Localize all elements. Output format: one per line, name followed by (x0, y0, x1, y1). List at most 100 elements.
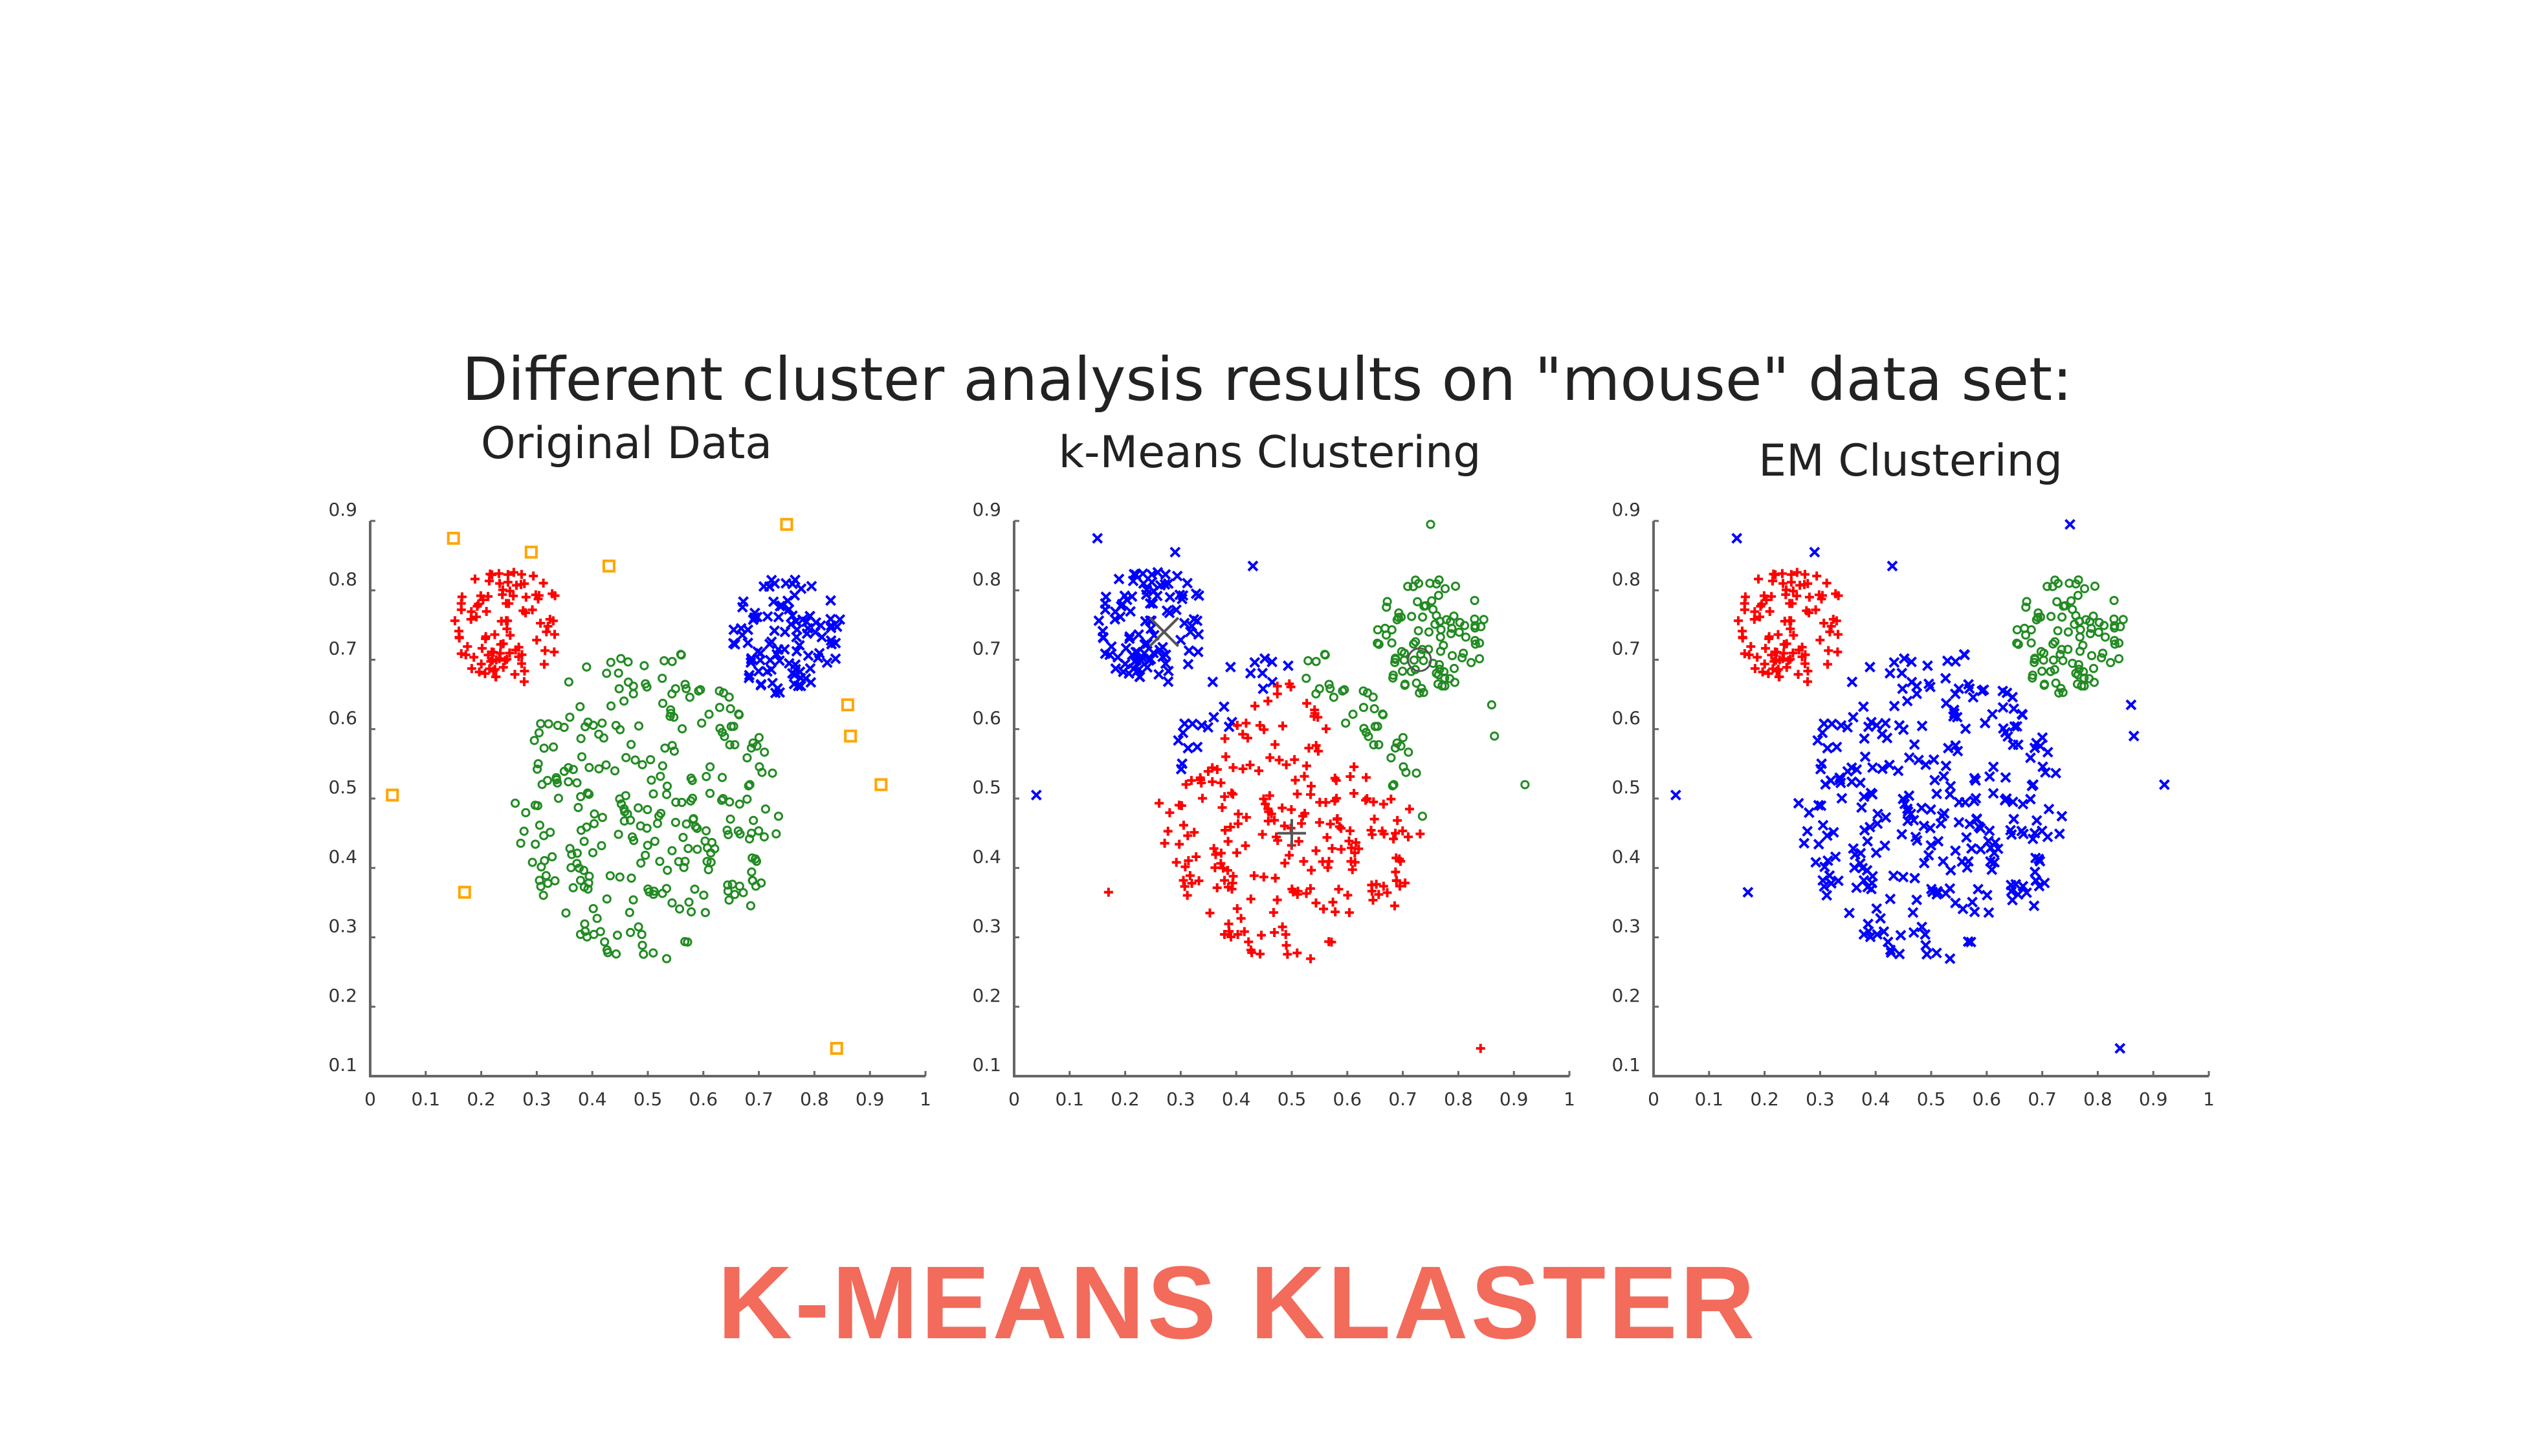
data-point (1391, 828, 1400, 838)
data-point (1960, 723, 1971, 734)
data-point (477, 643, 487, 653)
data-point (1281, 940, 1291, 950)
data-point (1925, 839, 1937, 851)
data-point (536, 881, 546, 891)
data-point (1439, 641, 1448, 650)
data-point (1740, 605, 1749, 615)
data-point (1803, 807, 1815, 819)
data-point (1343, 890, 1353, 900)
y-tick-label: 0.4 (328, 846, 357, 867)
data-point (1358, 686, 1368, 696)
data-point (659, 656, 669, 666)
data-point (566, 863, 576, 872)
data-point (769, 578, 780, 590)
data-point (636, 858, 646, 868)
data-point (536, 719, 546, 729)
data-point (524, 546, 538, 559)
data-point (810, 626, 821, 638)
data-point (1887, 560, 1898, 572)
data-point (531, 590, 540, 600)
y-tick-label: 0.3 (1611, 916, 1641, 937)
data-point (1449, 663, 1459, 674)
y-tick-label: 0.9 (328, 499, 357, 520)
data-point (1894, 948, 1905, 960)
data-point (1857, 701, 1869, 712)
data-point (503, 569, 513, 579)
data-point (533, 800, 542, 811)
data-point (1898, 793, 1909, 805)
data-point (1226, 822, 1235, 832)
data-point (597, 841, 606, 850)
data-point (470, 574, 480, 584)
data-point (1236, 914, 1246, 923)
x-tick-label: 0.4 (1222, 1088, 1251, 1110)
data-point (1224, 661, 1236, 673)
data-point (1403, 582, 1413, 591)
data-point (1746, 642, 1756, 652)
data-point (1239, 927, 1249, 936)
data-point (1490, 731, 1500, 741)
data-point (1281, 930, 1290, 940)
data-point (2066, 596, 2076, 606)
data-point (1092, 533, 1103, 544)
data-point (1435, 665, 1445, 674)
data-point (553, 793, 564, 803)
data-point (1294, 837, 1303, 846)
data-point (2017, 799, 2029, 810)
data-point (1347, 865, 1357, 874)
data-point (1325, 819, 1335, 829)
data-point (541, 870, 551, 881)
data-point (1742, 887, 1754, 898)
data-point (1950, 740, 1962, 751)
data-point (702, 857, 712, 866)
data-point (2033, 880, 2045, 892)
data-point (1409, 655, 1419, 665)
data-point (1165, 808, 1175, 817)
data-point (619, 696, 629, 706)
data-point (727, 879, 737, 889)
data-point (572, 778, 582, 788)
data-point (661, 954, 672, 964)
data-point (1171, 857, 1181, 867)
data-point (1144, 615, 1156, 626)
data-point (643, 884, 653, 894)
data-point (743, 672, 755, 684)
data-point (2000, 772, 2011, 783)
data-point (1454, 627, 1464, 637)
x-tick-label: 0.6 (1973, 1088, 2002, 1110)
data-point (1244, 937, 1254, 947)
data-point (1413, 626, 1423, 635)
data-point (576, 792, 586, 802)
data-point (1437, 681, 1447, 691)
data-point (1895, 929, 1907, 941)
data-point (1162, 578, 1174, 590)
data-point (717, 773, 727, 782)
data-point (680, 679, 690, 689)
data-point (2054, 688, 2064, 698)
data-point (744, 669, 755, 681)
data-point (1223, 721, 1235, 733)
scatter-panel-original: 0 0.1 0.2 0.3 0.4 0.5 0.6 0.7 0.8 0.9 1 0.1 0.2 0.3 0.… (328, 499, 931, 1110)
y-tick-label: 0.4 (1611, 846, 1641, 867)
data-point (1793, 670, 1803, 679)
data-point (747, 876, 758, 886)
data-point (1373, 638, 1382, 648)
data-point (735, 799, 744, 809)
data-point (1216, 848, 1226, 858)
data-point (793, 639, 805, 651)
data-point (1862, 835, 1874, 847)
data-point (1314, 684, 1324, 694)
data-point (467, 664, 476, 674)
data-point (1389, 780, 1399, 789)
data-point (1411, 768, 1421, 778)
data-point (2055, 650, 2065, 659)
data-point (1140, 589, 1152, 601)
data-point (1368, 895, 1378, 905)
x-tick-label: 0.3 (1806, 1088, 1835, 1110)
data-point (1345, 826, 1355, 835)
y-tick-label: 0.1 (1611, 1054, 1641, 1075)
data-point (584, 789, 594, 799)
data-point (1217, 802, 1227, 812)
data-point (634, 803, 643, 813)
data-point (789, 590, 801, 601)
